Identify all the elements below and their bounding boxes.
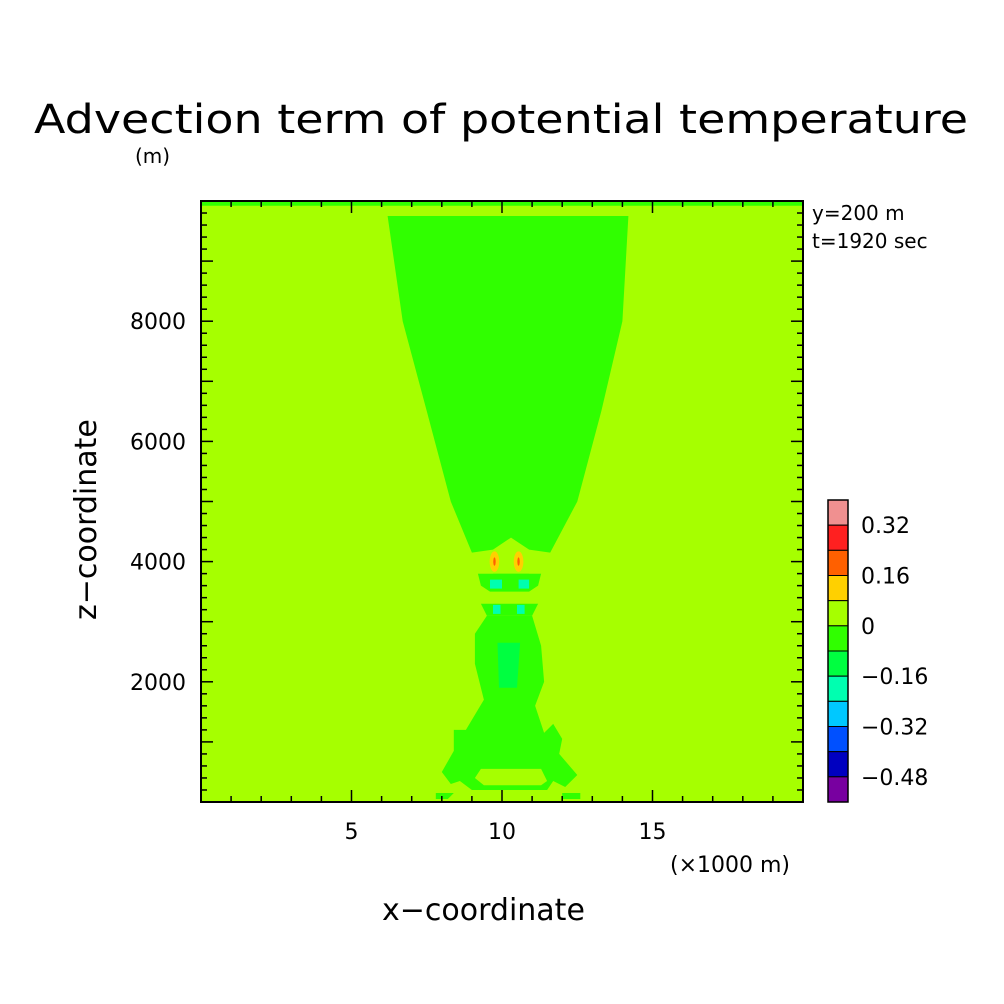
colorbar-frame: [827, 499, 849, 803]
colorbar-swatch: [827, 575, 849, 602]
colorbar-swatch: [827, 600, 849, 627]
colorbar-swatch: [827, 650, 849, 677]
y-tick-label: 8000: [130, 310, 186, 335]
contour-region: [480, 603, 539, 616]
x-tick-label: 5: [345, 820, 359, 845]
x-tick-label: 15: [639, 820, 667, 845]
x-axis-unit: (×1000 m): [670, 853, 790, 878]
axes: 5 10 15 2000 4000 6000 8000: [130, 200, 804, 845]
x-tick-label: 10: [488, 820, 516, 845]
contour-region: [493, 604, 501, 614]
contour-plot-area: [201, 201, 803, 802]
contour-region: [490, 579, 502, 589]
y-tick-label: 4000: [130, 551, 186, 576]
colorbar-swatch: [827, 499, 849, 526]
contour-region: [435, 793, 454, 799]
colorbar-label: −0.16: [861, 665, 928, 690]
y-axis-unit: (m): [135, 144, 170, 168]
contour-region: [387, 216, 629, 553]
contour-region: [526, 564, 548, 574]
colorbar-swatch: [827, 675, 849, 702]
colorbar-swatch: [827, 751, 849, 778]
contour-region: [468, 564, 493, 574]
colorbar-label: 0.32: [861, 514, 910, 539]
colorbar-swatch: [827, 549, 849, 576]
contour-region: [441, 615, 578, 790]
colorbar: 0.32 0.16 0 −0.16 −0.32 −0.48: [827, 499, 928, 803]
contour-region: [518, 579, 530, 589]
annotation-y: y=200 m: [812, 201, 905, 225]
contour-region: [497, 642, 521, 688]
colorbar-label: 0: [861, 615, 875, 640]
contour-region: [477, 573, 542, 592]
colorbar-swatch: [827, 776, 849, 803]
colorbar-label: −0.32: [861, 716, 928, 741]
contour-spot: [517, 557, 520, 566]
y-tick-label: 2000: [130, 671, 186, 696]
contour-spot: [493, 557, 496, 566]
contour-region: [517, 604, 525, 614]
contour-region: [474, 768, 548, 786]
colorbar-swatch: [827, 726, 849, 753]
colorbar-swatch: [827, 524, 849, 551]
annotation-t: t=1920 sec: [812, 229, 928, 253]
contour-region: [562, 793, 581, 799]
chart-title: Advection term of potential temperature: [34, 97, 968, 143]
y-axis-label: z−coordinate: [69, 419, 104, 620]
x-axis-label: x−coordinate: [382, 893, 585, 928]
y-tick-label: 6000: [130, 430, 186, 455]
colorbar-swatch: [827, 625, 849, 652]
colorbar-label: 0.16: [861, 565, 910, 590]
colorbar-label: −0.48: [861, 766, 928, 791]
colorbar-swatch: [827, 700, 849, 727]
